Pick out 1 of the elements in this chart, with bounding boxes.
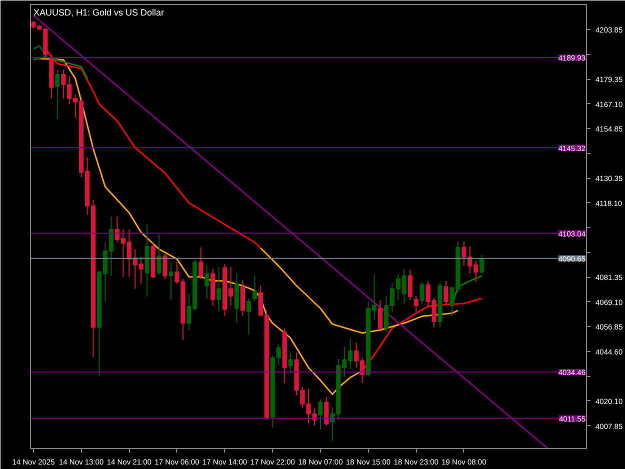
chart-title: XAUUSD, H1: Gold vs US Dollar <box>34 8 164 18</box>
